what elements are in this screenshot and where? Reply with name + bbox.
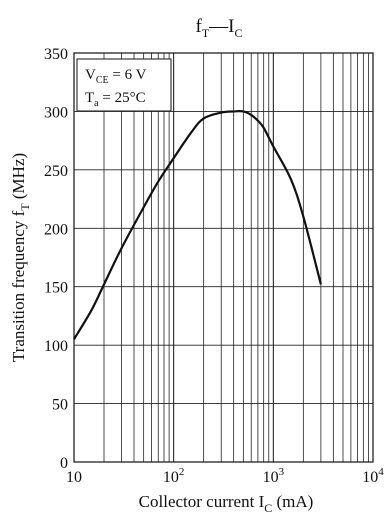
annotation-vce: VCE = 6 V [85,67,147,86]
y-tick-label: 350 [44,46,68,63]
x-axis-label: Collector current IC (mA) [139,492,314,515]
y-tick-label: 100 [44,338,68,355]
y-label-subscript: T [18,203,32,211]
annotation-ta-subscript: a [94,98,99,109]
x-tick-base: 10 [362,469,378,486]
annotation-ta-symbol: T [85,90,94,106]
y-tick-label: 0 [60,455,68,472]
title-ft-subscript: T [202,26,210,40]
y-tick-label: 250 [44,163,68,180]
y-label-text: Transition frequency f [9,210,28,362]
y-tick-label: 300 [44,104,68,121]
title-separator: — [208,16,229,37]
x-tick-label: 102 [163,466,185,486]
grid-lines [74,53,373,462]
x-tick-base: 10 [263,469,279,486]
title-ft-symbol: f [195,16,202,37]
y-tick-label: 50 [52,397,68,414]
annotation-frame [76,58,172,112]
annotation-vce-subscript: CE [96,75,109,86]
x-tick-label: 10 [66,469,82,486]
x-tick-label: 104 [362,466,384,486]
series-line [73,110,322,340]
annotation-vce-value: = 6 V [109,67,147,83]
y-label-unit: (MHz) [9,153,28,204]
x-tick-label: 103 [263,466,285,486]
annotation-ta: Ta = 25°C [85,90,146,109]
plot-frame [73,52,374,463]
x-label-text: Collector current I [139,492,265,511]
y-tick-label: 150 [44,280,68,297]
x-tick-exponent: 4 [378,466,384,478]
x-tick-base: 10 [66,469,82,486]
annotation-box: VCE = 6 V Ta = 25°C [76,58,172,112]
y-axis-label: Transition frequency fT (MHz) [9,153,32,362]
x-tick-exponent: 3 [279,466,285,478]
y-tick-labels: 0 50 100 150 200 250 300 350 [44,46,68,472]
title-ic-symbol: I [228,16,234,37]
annotation-vce-symbol: V [85,67,96,83]
title-ic-subscript: C [234,26,242,40]
chart-title: fT—IC [195,16,242,40]
y-tick-label: 200 [44,221,68,238]
x-tick-exponent: 2 [179,466,185,478]
x-tick-labels: 10 102 103 104 [66,466,384,486]
x-tick-base: 10 [163,469,179,486]
annotation-ta-value: = 25°C [99,90,146,106]
x-label-subscript: C [264,501,272,515]
series-group [73,110,322,340]
x-label-unit: (mA) [272,492,313,511]
